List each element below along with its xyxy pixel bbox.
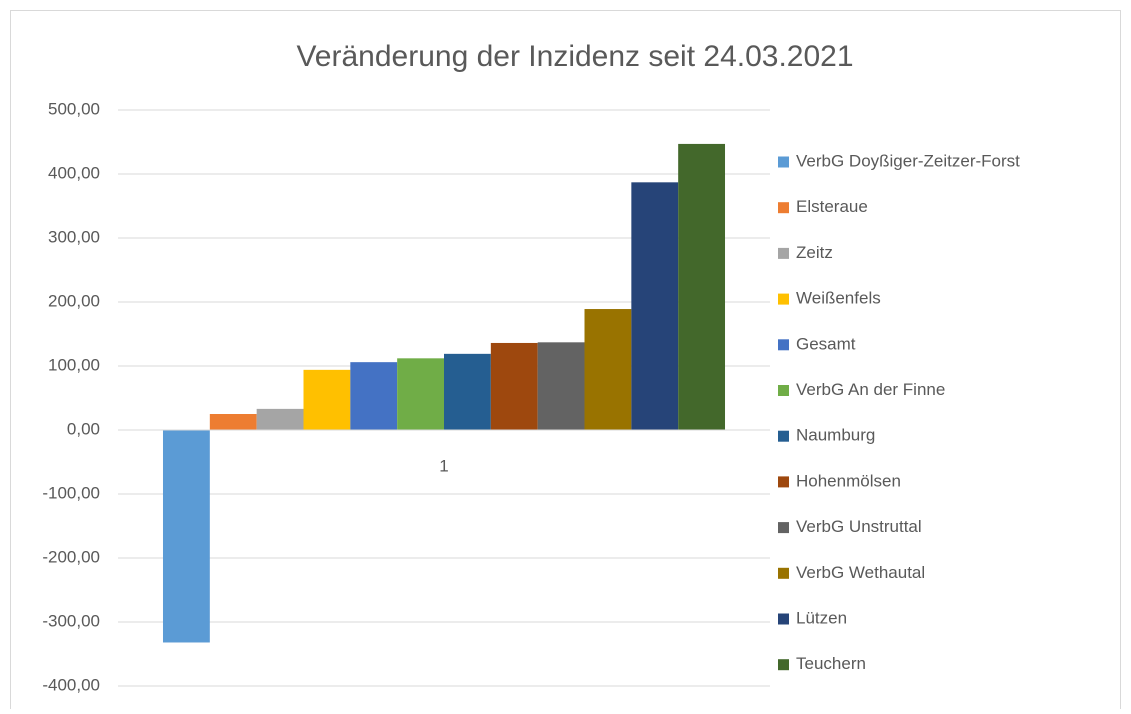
bar xyxy=(631,182,679,430)
bar xyxy=(584,309,632,430)
legend-swatch xyxy=(778,522,789,534)
legend-swatch xyxy=(778,247,789,259)
legend-label: VerbG Wethautal xyxy=(796,563,925,582)
legend-swatch xyxy=(778,293,789,305)
legend-label: Teuchern xyxy=(796,654,866,673)
bar xyxy=(397,358,444,430)
legend-swatch xyxy=(778,385,789,396)
y-tick-label: 0,00 xyxy=(67,419,100,438)
bar xyxy=(444,353,491,430)
legend-label: VerbG Unstruttal xyxy=(796,517,922,536)
legend-swatch xyxy=(778,202,789,214)
bar xyxy=(162,430,210,643)
chart-title: Veränderung der Inzidenz seit 24.03.2021 xyxy=(296,40,853,73)
x-tick-label: 1 xyxy=(439,456,448,475)
legend-label: Gesamt xyxy=(796,334,856,353)
legend-swatch xyxy=(778,156,789,168)
y-tick-label: -100,00 xyxy=(42,483,100,502)
bar xyxy=(678,143,726,431)
y-tick-label: 200,00 xyxy=(48,291,100,310)
legend-swatch xyxy=(778,659,789,671)
y-tick-label: -400,00 xyxy=(42,675,100,694)
legend-label: VerbG Doyßiger-Zeitzer-Forst xyxy=(796,151,1020,170)
bar xyxy=(490,342,538,430)
y-tick-label: 400,00 xyxy=(48,163,100,182)
bar xyxy=(537,342,585,430)
legend-label: Zeitz xyxy=(796,243,833,262)
y-tick-label: 100,00 xyxy=(48,355,100,374)
y-tick-label: -300,00 xyxy=(42,611,100,630)
bar xyxy=(350,362,398,430)
legend-label: Naumburg xyxy=(796,426,875,445)
y-tick-label: -200,00 xyxy=(42,547,100,566)
bar xyxy=(209,414,257,430)
bar xyxy=(303,369,351,430)
legend-label: Elsteraue xyxy=(796,197,868,216)
bar xyxy=(256,408,304,430)
legend-swatch xyxy=(778,567,789,579)
legend-label: Weißenfels xyxy=(796,289,881,308)
y-tick-label: 300,00 xyxy=(48,227,100,246)
legend-label: VerbG An der Finne xyxy=(796,380,945,399)
legend-swatch xyxy=(778,613,789,625)
legend-swatch xyxy=(778,476,789,488)
legend-label: Lützen xyxy=(796,608,847,627)
legend-swatch xyxy=(778,339,789,351)
legend-label: Hohenmölsen xyxy=(796,471,901,490)
legend-swatch xyxy=(778,430,789,442)
y-tick-label: 500,00 xyxy=(48,99,100,118)
